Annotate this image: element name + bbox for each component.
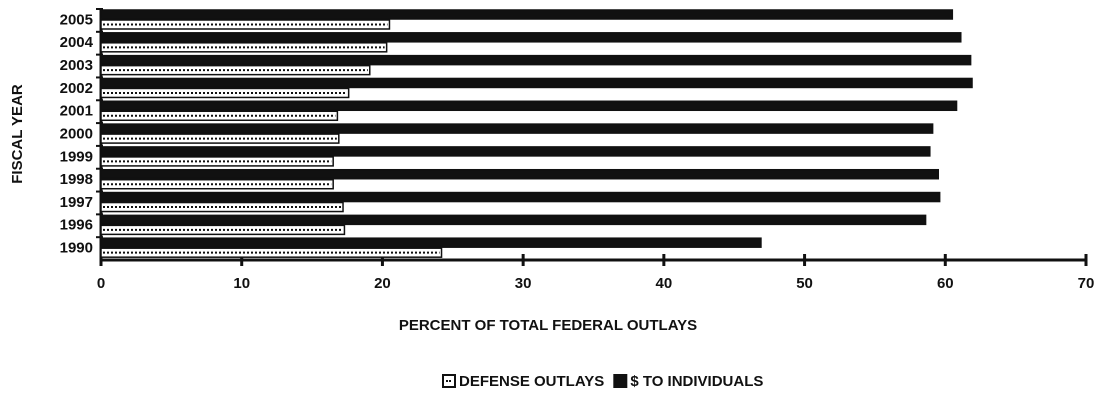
bar [100,237,762,248]
y-tick-label: 2002 [60,80,93,97]
y-tick-label: 1997 [60,194,93,211]
bar [100,201,344,213]
y-tick-label: 1996 [60,217,93,234]
y-tick-label: 1999 [60,148,93,165]
bar [100,191,941,203]
y-tick-label: 2000 [60,125,93,142]
x-tick-label: 50 [796,275,813,292]
x-tick-label: 70 [1078,275,1095,292]
bar [100,168,939,180]
bar [100,178,334,190]
bar [100,77,973,89]
x-tick-label: 10 [233,275,250,292]
legend-label: $ TO INDIVIDUALS [630,373,763,390]
bar [100,224,346,236]
bar [100,156,334,167]
bar [100,54,972,66]
y-tick-label: 1998 [60,171,93,188]
bar [100,214,927,226]
legend-label: DEFENSE OUTLAYS [459,373,604,390]
x-tick-label: 30 [515,275,532,292]
y-tick-label: 2003 [60,57,93,74]
x-axis-title: PERCENT OF TOTAL FEDERAL OUTLAYS [399,317,697,334]
y-tick-label: 2001 [60,103,93,120]
bar [100,123,934,134]
y-axis-title: FISCAL YEAR [9,84,26,184]
bar [100,19,391,30]
y-tick-label: 2005 [60,11,93,28]
bar [100,146,931,157]
x-tick-label: 40 [656,275,673,292]
bar [100,9,954,20]
x-tick-label: 20 [374,275,391,292]
x-tick-label: 60 [937,275,954,292]
x-tick-label: 0 [97,275,105,292]
bar [100,32,962,43]
bar [100,100,958,112]
legend-swatch [613,374,628,388]
y-tick-label: 1990 [60,240,93,257]
y-tick-label: 2004 [60,34,94,51]
